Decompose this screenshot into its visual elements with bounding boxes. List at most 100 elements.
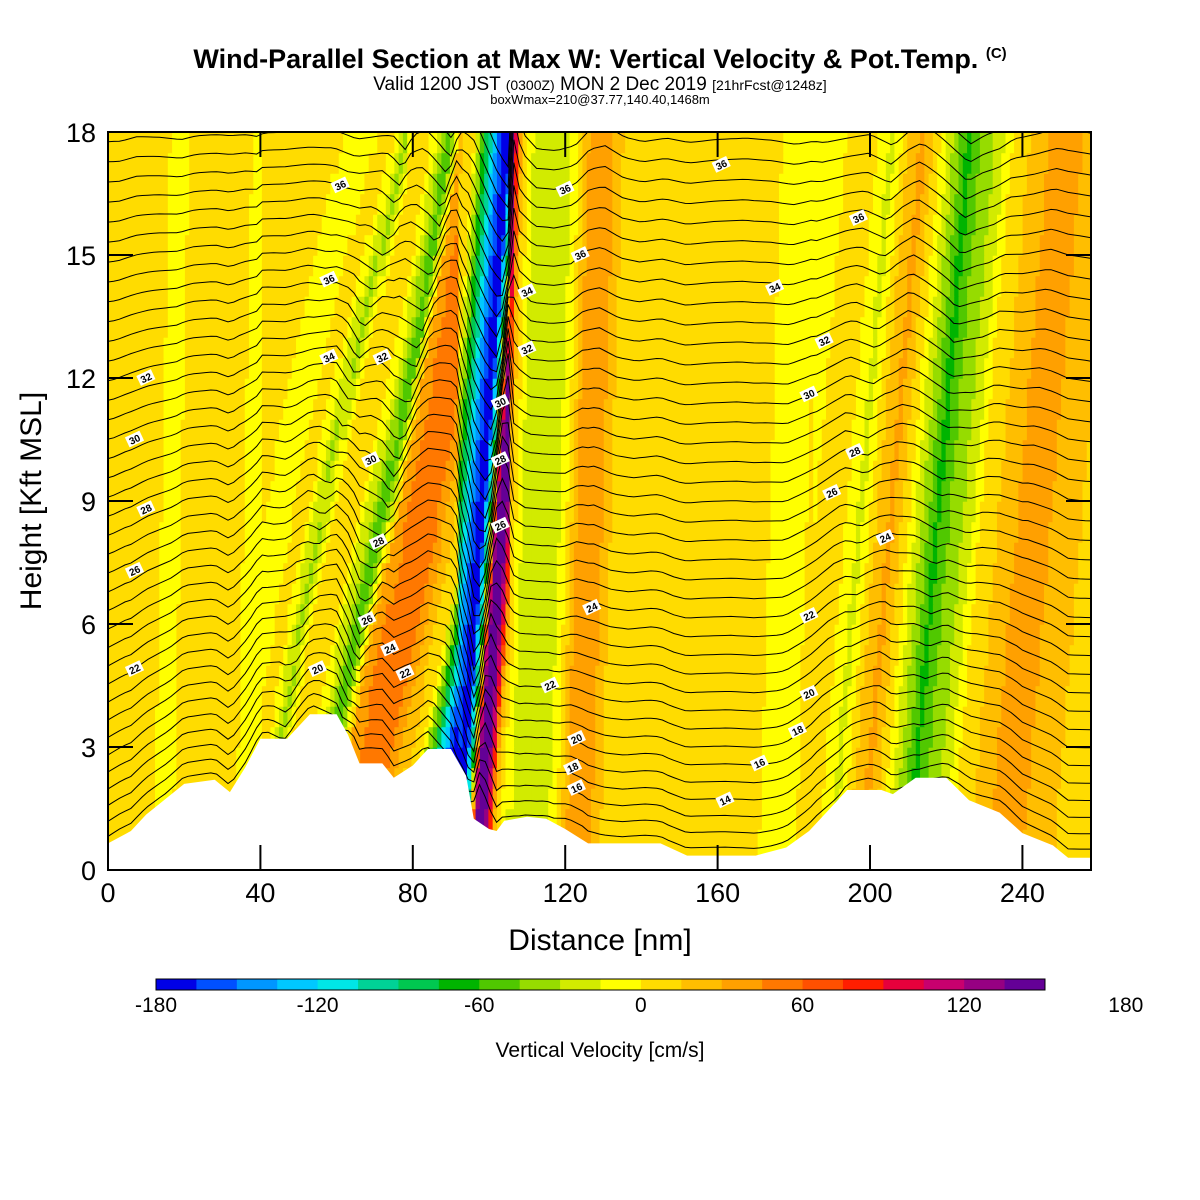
velocity-cell [543,419,549,441]
velocity-cell [706,808,712,830]
velocity-cell [415,480,421,502]
velocity-cell [672,603,678,625]
velocity-cell [915,439,921,461]
velocity-cell [1061,829,1067,851]
velocity-cell [590,419,596,441]
velocity-cell [167,542,173,564]
velocity-cell [539,562,545,584]
velocity-cell [1026,665,1032,687]
velocity-cell [125,419,131,441]
velocity-cell [338,624,344,646]
velocity-cell [462,624,468,646]
velocity-cell [898,583,904,605]
velocity-cell [210,665,216,687]
velocity-cell [150,624,156,646]
velocity-cell [603,685,609,707]
velocity-cell [415,542,421,564]
velocity-cell [902,644,908,666]
velocity-cell [637,706,643,728]
velocity-cell [172,706,178,728]
velocity-cell [1073,439,1079,461]
velocity-cell [680,583,686,605]
velocity-cell [945,665,951,687]
velocity-cell [193,603,199,625]
velocity-cell [761,665,767,687]
velocity-cell [774,562,780,584]
velocity-cell [885,624,891,646]
velocity-cell [723,439,729,461]
velocity-cell [492,685,498,707]
velocity-cell [484,788,490,810]
velocity-cell [586,788,592,810]
velocity-cell [642,460,648,482]
velocity-cell [1009,624,1015,646]
velocity-cell [296,460,302,482]
velocity-cell [116,726,122,748]
velocity-cell [967,624,973,646]
velocity-cell [736,419,742,441]
velocity-cell [749,665,755,687]
velocity-cell [159,562,165,584]
velocity-cell [219,583,225,605]
velocity-cell [996,460,1002,482]
velocity-cell [1001,624,1007,646]
velocity-cell [334,439,340,461]
velocity-cell [120,726,126,748]
velocity-cell [471,583,477,605]
velocity-cell [616,747,622,769]
velocity-cell [744,829,750,851]
velocity-cell [984,480,990,502]
velocity-cell [283,521,289,543]
velocity-cell [787,726,793,748]
velocity-cell [992,788,998,810]
velocity-cell [740,501,746,523]
velocity-cell [1022,767,1028,789]
velocity-cell [1078,624,1084,646]
velocity-cell [962,542,968,564]
velocity-cell [749,439,755,461]
velocity-cell [167,603,173,625]
velocity-cell [518,521,524,543]
velocity-cell [603,767,609,789]
velocity-cell [548,665,554,687]
velocity-cell [928,644,934,666]
velocity-cell [851,542,857,564]
velocity-cell [236,480,242,502]
velocity-cell [684,706,690,728]
velocity-cell [390,501,396,523]
velocity-cell [706,603,712,625]
velocity-cell [142,624,148,646]
velocity-cell [817,521,823,543]
velocity-cell [402,583,408,605]
velocity-cell [364,419,370,441]
velocity-cell [155,542,160,564]
velocity-cell [501,542,507,564]
velocity-cell [526,542,532,564]
velocity-cell [240,501,246,523]
velocity-cell [180,501,186,523]
velocity-cell [826,583,831,605]
velocity-cell [325,583,331,605]
velocity-cell [958,480,964,502]
velocity-cell [1073,521,1079,543]
velocity-cell [975,562,981,584]
velocity-cell [646,808,652,830]
velocity-cell [625,460,631,482]
velocity-cell [1073,624,1079,646]
velocity-cell [1039,706,1045,728]
velocity-cell [108,521,113,543]
velocity-cell [761,808,767,830]
velocity-cell [847,603,853,625]
velocity-cell [937,542,943,564]
velocity-cell [894,624,900,646]
velocity-cell [330,665,336,687]
velocity-cell [454,460,460,482]
velocity-cell [826,501,831,523]
velocity-cell [522,788,528,810]
velocity-cell [625,419,631,441]
velocity-cell [381,603,387,625]
velocity-cell [962,665,968,687]
velocity-cell [744,521,750,543]
velocity-cell [817,624,823,646]
velocity-cell [667,562,673,584]
